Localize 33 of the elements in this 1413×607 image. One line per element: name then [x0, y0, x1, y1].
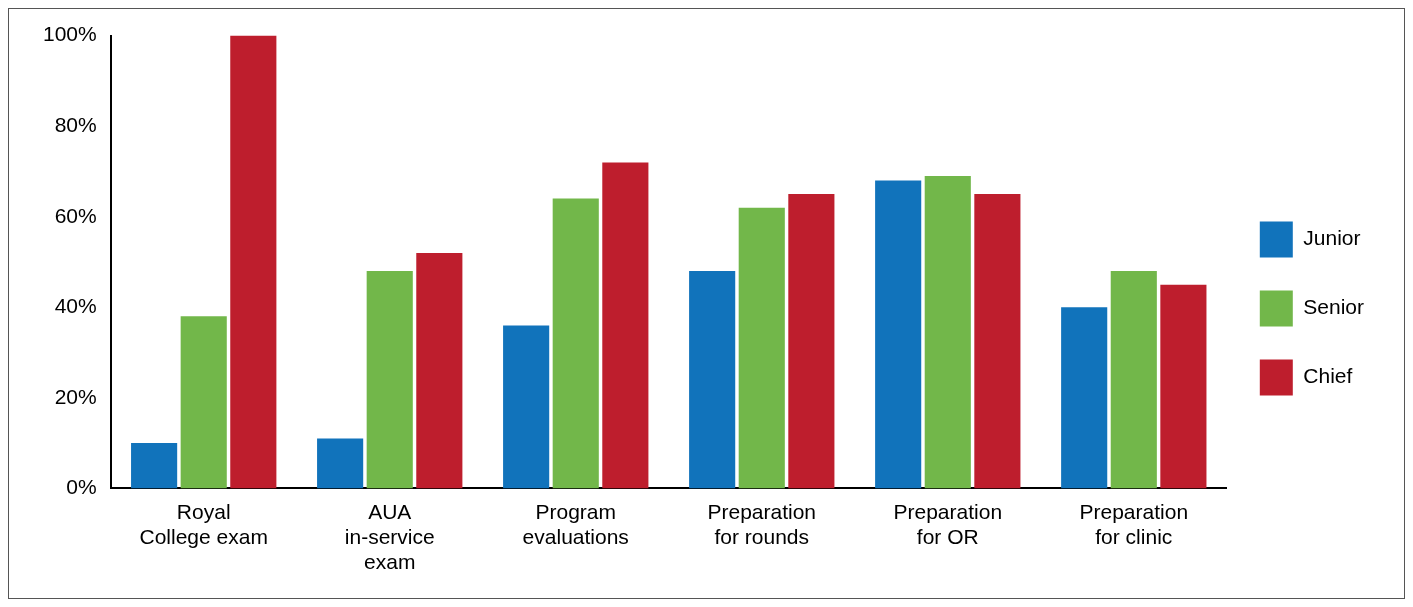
bar: [602, 162, 649, 489]
bar: [1061, 307, 1108, 489]
bar: [317, 438, 364, 489]
bar: [1160, 284, 1207, 489]
bar: [974, 194, 1021, 489]
bar: [131, 443, 178, 489]
bar: [366, 271, 413, 489]
legend-label: Senior: [1303, 295, 1365, 319]
legend-label: Chief: [1303, 364, 1353, 388]
bar: [738, 207, 785, 489]
bar: [689, 271, 736, 489]
bar: [416, 252, 463, 489]
y-tick-label: 80%: [54, 112, 97, 136]
bar: [875, 180, 922, 489]
bar: [1110, 271, 1157, 489]
x-tick-label: AUA in-service exam: [344, 499, 435, 574]
bar: [788, 194, 835, 489]
x-tick-label: Preparation for rounds: [707, 499, 817, 548]
bar: [924, 175, 971, 489]
legend-label: Junior: [1303, 226, 1361, 250]
x-tick-label: Preparation for clinic: [1079, 499, 1189, 548]
y-tick-label: 0%: [66, 475, 97, 499]
x-tick-label: Program evaluations: [522, 499, 629, 548]
y-tick-label: 60%: [54, 203, 97, 227]
bar: [552, 198, 599, 489]
bar: [180, 316, 227, 489]
y-tick-label: 20%: [54, 384, 97, 408]
y-tick-label: 40%: [54, 294, 97, 318]
x-tick-label: Royal College exam: [139, 499, 268, 548]
bar: [503, 325, 550, 489]
bar: [230, 35, 277, 489]
x-tick-label: Preparation for OR: [893, 499, 1003, 548]
y-tick-label: 100%: [42, 22, 97, 46]
